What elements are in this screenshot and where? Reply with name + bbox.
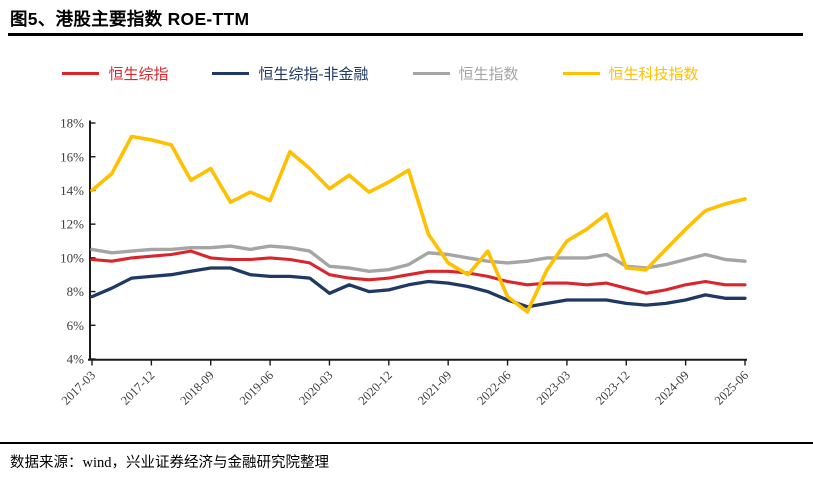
x-tick-label: 2023-03 bbox=[534, 368, 573, 407]
legend-label: 恒生综指 bbox=[108, 65, 169, 83]
y-tick-label: 12% bbox=[60, 217, 84, 232]
source-divider bbox=[0, 442, 813, 444]
legend-line-swatch bbox=[212, 71, 250, 76]
legend-label: 恒生指数 bbox=[458, 65, 519, 83]
x-tick-label: 2022-06 bbox=[474, 368, 513, 407]
x-tick-label: 2020-03 bbox=[296, 368, 335, 407]
y-tick-label: 6% bbox=[67, 318, 85, 333]
series-line-3 bbox=[90, 134, 747, 314]
legend-line-swatch bbox=[562, 71, 600, 76]
x-tick-label: 2019-06 bbox=[237, 368, 276, 407]
legend-item-hscomposite: 恒生综指 bbox=[62, 63, 168, 84]
x-tick-label: 2018-09 bbox=[177, 368, 216, 407]
source-note: 数据来源：wind，兴业证券经济与金融研究院整理 bbox=[10, 455, 329, 471]
title-divider bbox=[8, 33, 803, 36]
legend-item-hsi: 恒生指数 bbox=[412, 63, 519, 84]
chart-legend: 恒生综指 恒生综指-非金融 恒生指数 恒生科技指数 bbox=[0, 63, 761, 84]
legend-label: 恒生综指-非金融 bbox=[258, 65, 369, 83]
x-tick-label: 2020-12 bbox=[356, 368, 395, 407]
y-tick-label: 8% bbox=[67, 284, 85, 299]
x-tick-label: 2017-03 bbox=[59, 368, 98, 407]
series-line-1 bbox=[90, 266, 747, 309]
x-tick-label: 2025-06 bbox=[712, 368, 751, 407]
legend-line-swatch bbox=[412, 71, 450, 76]
x-tick-label: 2017-12 bbox=[118, 368, 157, 407]
legend-item-hscomposite-nonfin: 恒生综指-非金融 bbox=[212, 63, 369, 84]
axis-lines bbox=[88, 120, 747, 361]
y-tick-label: 14% bbox=[60, 183, 84, 198]
y-tick-label: 4% bbox=[67, 352, 85, 367]
legend-label: 恒生科技指数 bbox=[608, 65, 699, 83]
legend-item-hstech: 恒生科技指数 bbox=[562, 63, 699, 84]
x-tick-label: 2021-09 bbox=[415, 368, 454, 407]
series-line-0 bbox=[90, 249, 747, 295]
y-tick-label: 16% bbox=[60, 149, 84, 164]
figure-title: 图5、港股主要指数 ROE-TTM bbox=[10, 9, 250, 29]
y-tick-label: 10% bbox=[60, 250, 84, 265]
y-tick-label: 18% bbox=[60, 116, 84, 131]
x-tick-label: 2024-09 bbox=[652, 368, 691, 407]
x-tick-label: 2023-12 bbox=[593, 368, 632, 407]
legend-line-swatch bbox=[62, 71, 100, 76]
